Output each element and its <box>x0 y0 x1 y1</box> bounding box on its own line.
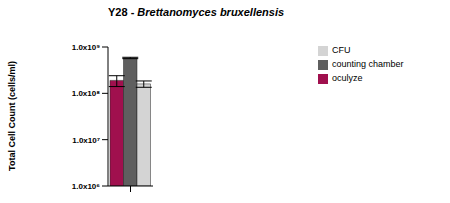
html-text:CFU: CFU <box>332 45 351 55</box>
html-text:oculyze: oculyze <box>332 73 363 83</box>
svg-text:1.0x10⁷: 1.0x10⁷ <box>72 136 100 145</box>
html-text:Total Cell Count (cells/ml): Total Cell Count (cells/ml) <box>7 60 17 171</box>
html-text:counting chamber: counting chamber <box>332 59 404 69</box>
svg-text:1.0x10⁸: 1.0x10⁸ <box>72 89 100 98</box>
svg-text:1.0x10⁹: 1.0x10⁹ <box>72 43 100 52</box>
html-text:Y28 - Brettanomyces bruxellens: Y28 - Brettanomyces bruxellensis <box>108 6 285 18</box>
svg-text:1.0x10⁶: 1.0x10⁶ <box>72 182 100 191</box>
